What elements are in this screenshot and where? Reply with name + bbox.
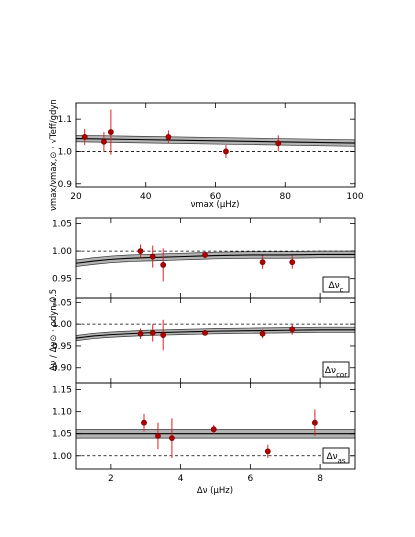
y-tick-label: 1.00 [52,320,72,330]
y-tick-label: 1.0 [58,147,73,157]
y-tick-label: 1.00 [52,247,72,257]
data-point [259,259,266,266]
data-point [81,134,88,140]
legend-box [322,276,350,293]
data-point [107,129,114,135]
plot-frame [75,297,356,384]
legend-label: Δνc [328,281,343,294]
x-tick-label: 4 [178,474,184,484]
panel-mid2: 0.90 0.95 1.00 1.05 Δνcor [52,297,356,384]
top-x-axis-label: νmax (μHz) [191,200,240,210]
data-point [165,134,172,140]
y-tick-label: 0.95 [52,342,72,352]
y-tick-label: 1.05 [52,298,72,308]
y-tick-label: 1.1 [58,115,72,125]
top-y-axis-label: νmax/νmax,⊙ · √Teff/gdyn [49,99,59,211]
fit-band-upper-edge [75,250,355,261]
data-point [137,330,144,337]
x-tick-label: 100 [346,192,363,202]
legend-label: Δνas [326,452,345,465]
y-tick-label: 1.05 [52,220,72,230]
fit-band-upper-edge [75,134,356,141]
legend-box [322,447,350,464]
y-tick-label: 0.90 [52,364,72,374]
x-tick-label: 6 [248,474,254,484]
fit-line [75,253,355,264]
fit-line [75,137,356,144]
data-point [169,435,175,442]
plot-frame [75,382,356,470]
data-point [141,419,147,426]
y-tick-label: 1.05 [52,430,72,440]
data-point [223,148,229,155]
fit-band-lower-edge [75,257,355,267]
data-point [202,329,208,336]
data-point [264,448,271,455]
legend-label: Δνcor [325,366,347,379]
y-tick-label: 0.95 [52,275,72,285]
data-point [311,419,318,426]
data-point [137,248,144,255]
data-point [202,252,208,258]
fit-line [75,329,355,339]
data-point [101,138,107,145]
data-point [210,426,217,433]
x-tick-label: 80 [280,192,292,202]
bottom-x-axis-label: Δν (μHz) [197,486,233,496]
data-point [160,332,167,338]
x-tick-label: 8 [317,474,323,484]
chart-panels: 0.91.01.120 40 60 80 1000.951.001.05Δνc0.900… [52,102,364,484]
data-point [155,433,161,439]
panel-top: 0.9 1.0 1.1 20 40 60 80 100 [58,102,364,202]
y-tick-label: 0.9 [58,180,73,190]
data-point [289,326,296,333]
y-tick-label: 1.15 [52,386,72,396]
data-point [149,329,156,336]
x-tick-label: 40 [140,192,152,202]
data-point [275,140,282,147]
y-tick-label: 1.10 [52,408,72,418]
fit-band-lower-edge [75,141,356,147]
legend-box [322,361,350,378]
data-point [259,330,266,337]
x-tick-label: 2 [108,474,114,484]
data-point [149,253,156,260]
panel-mid1: 0.95 1.00 1.05 Δνc [52,217,356,299]
data-point [289,259,296,266]
fit-band-upper-edge [75,326,355,336]
y-tick-label: 1.00 [52,452,72,462]
data-point [160,261,167,268]
x-tick-label: 20 [70,192,82,202]
middle-y-axis-label: Δν / Δν⊙ · ρdyn-0.5 [49,289,59,371]
fit-band-lower-edge [75,332,355,342]
x-tick-label: 60 [210,192,222,202]
